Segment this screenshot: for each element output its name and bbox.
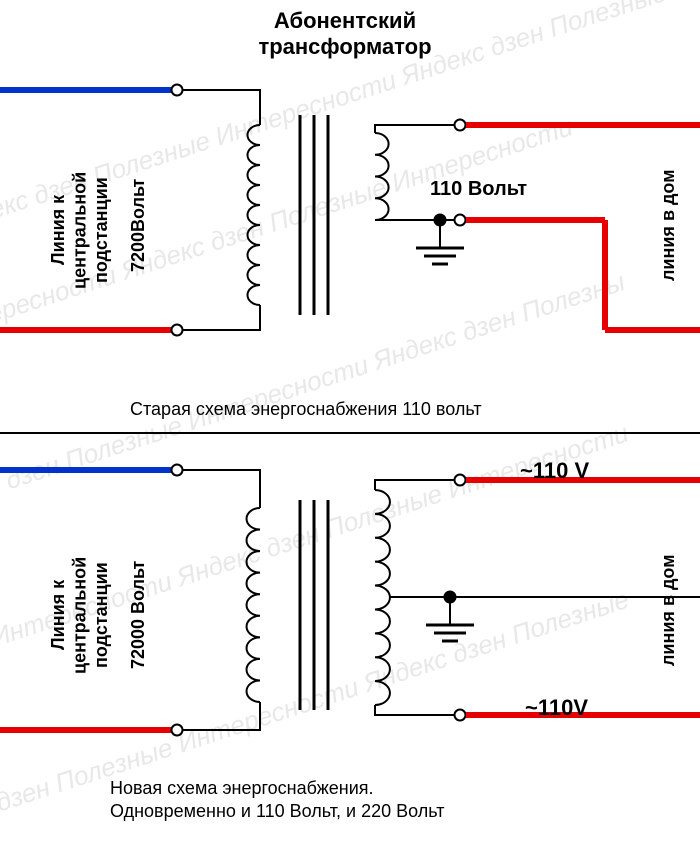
left-voltage-top: 7200Вольт [128,140,150,310]
left-label-text: Линия к центральной подстанции [48,556,111,673]
left-label-top: Линия к центральной подстанции [48,120,113,340]
voltage-text: 72000 Вольт [128,561,148,669]
title-line2: трансформатор [258,34,431,59]
sec-voltage-top: 110 Вольт [430,178,527,201]
divider [0,432,700,434]
caption-bottom: Новая схема энергоснабжения. Одновременн… [110,777,444,824]
main-title: Абонентский трансформатор [215,8,475,61]
house-text: линия в дом [658,554,678,666]
left-label-bottom: Линия к центральной подстанции [48,505,113,725]
voltage-text: 7200Вольт [128,178,148,271]
house-text: линия в дом [658,169,678,281]
caption-top: Старая схема энергоснабжения 110 вольт [130,398,482,421]
left-voltage-bottom: 72000 Вольт [128,510,150,720]
sec-voltage-bot-top: ~110 V [520,458,589,484]
caption-b1: Новая схема энергоснабжения. [110,778,374,798]
title-line1: Абонентский [274,8,416,33]
left-label-text: Линия к центральной подстанции [48,171,111,288]
sec-voltage-bot-bot: ~110V [525,695,588,721]
caption-b2: Одновременно и 110 Вольт, и 220 Вольт [110,801,444,821]
right-label-bottom: линия в дом [658,505,680,715]
right-label-top: линия в дом [658,120,680,330]
